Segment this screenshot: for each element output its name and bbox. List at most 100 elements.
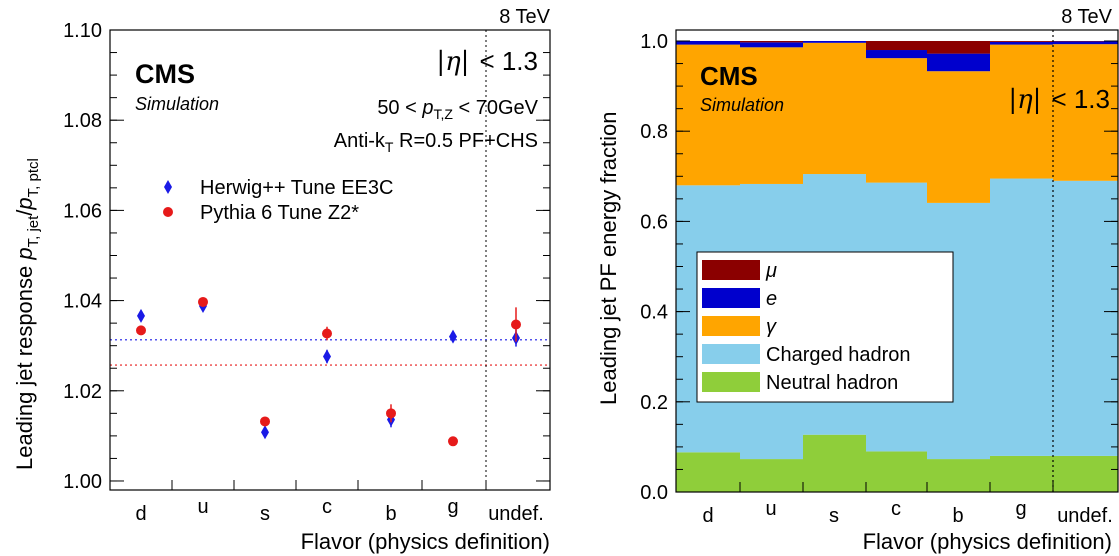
left-reference-lines <box>110 339 550 366</box>
right-legend: μeγ Charged hadron Neutral hadron <box>696 251 954 403</box>
bar-segment <box>676 452 740 492</box>
bar-segment <box>866 50 927 59</box>
left-plot-frame <box>109 29 551 491</box>
x-tick-label: d <box>135 503 146 525</box>
left-data-points <box>136 296 521 447</box>
data-point-herwig <box>449 329 457 344</box>
bar-segment <box>927 53 990 72</box>
bar-segment <box>803 42 866 175</box>
y-tick-label: 0.0 <box>640 482 668 504</box>
legend-swatch <box>702 372 760 392</box>
right-simulation-label: Simulation <box>700 95 784 115</box>
y-tick-label: 1.00 <box>63 471 102 493</box>
bar-segment <box>990 455 1053 492</box>
bar-segment <box>803 434 866 492</box>
bar-segment <box>1053 41 1118 45</box>
left-y-axis: 1.00 1.02 1.04 1.06 1.08 1.10 <box>63 20 550 493</box>
data-point-pythia <box>136 325 146 336</box>
bar-segment <box>740 41 803 43</box>
x-tick-label: u <box>765 498 776 520</box>
left-eta-label: |η| < 1.3 <box>436 46 538 77</box>
x-tick-label: s <box>260 503 270 525</box>
legend-swatch <box>702 260 760 280</box>
bar-segment <box>927 41 990 54</box>
x-tick-label: c <box>891 498 901 520</box>
y-tick-label: 1.02 <box>63 381 102 403</box>
data-point-herwig <box>261 425 269 440</box>
legend-herwig-label: Herwig++ Tune EE3C <box>200 177 393 199</box>
legend-swatch <box>702 316 760 336</box>
y-tick-label: 0.4 <box>640 302 668 324</box>
data-point-pythia <box>511 319 521 330</box>
left-x-axis: d u s c b g undef. <box>109 480 551 525</box>
bar-segment <box>990 41 1053 42</box>
right-y-axis: 0.0 0.2 0.4 0.6 0.8 1.0 <box>640 31 1118 504</box>
bar-segment <box>676 44 740 186</box>
data-point-pythia <box>322 328 332 339</box>
bar-segment <box>866 451 927 492</box>
right-stacked-bars <box>676 41 1118 492</box>
data-point-herwig <box>323 349 331 364</box>
left-algo-label: Anti-kT R=0.5 PF+CHS <box>334 130 538 155</box>
x-tick-label: g <box>1015 498 1026 520</box>
y-tick-label: 0.6 <box>640 211 668 233</box>
legend-pythia-label: Pythia 6 Tune Z2* <box>200 202 359 224</box>
x-tick-label: b <box>952 505 963 527</box>
x-tick-label: undef. <box>488 503 544 525</box>
legend-swatch <box>702 288 760 308</box>
x-tick-label: b <box>385 503 396 525</box>
y-tick-label: 0.2 <box>640 392 668 414</box>
bar-segment <box>740 47 803 184</box>
legend-label: γ <box>766 316 777 338</box>
y-tick-label: 1.06 <box>63 200 102 222</box>
pf-fraction-chart: 0.0 0.2 0.4 0.6 0.8 1.0 d u s c b g undef. 8 TeV CM… <box>596 6 1119 554</box>
bar-segment <box>676 41 740 45</box>
bar-segment <box>803 41 866 43</box>
x-tick-label: d <box>702 505 713 527</box>
y-tick-label: 0.8 <box>640 121 668 143</box>
legend-label: e <box>766 288 777 310</box>
legend-label: Neutral hadron <box>766 372 898 394</box>
x-tick-label: g <box>447 496 458 518</box>
data-point-pythia <box>260 416 270 427</box>
bar-segment <box>990 44 1053 179</box>
bar-segment <box>990 178 1053 456</box>
bar-segment <box>990 41 1053 45</box>
right-eta-label: |η| < 1.3 <box>1008 84 1110 115</box>
x-tick-label: undef. <box>1057 505 1113 527</box>
bar-segment <box>866 41 927 51</box>
legend-label: μ <box>765 260 777 282</box>
legend-swatch <box>702 344 760 364</box>
left-x-axis-label: Flavor (physics definition) <box>301 529 550 554</box>
bar-segment <box>1053 455 1118 492</box>
left-simulation-label: Simulation <box>135 94 219 114</box>
bar-segment <box>866 58 927 183</box>
bar-segment <box>1053 180 1118 456</box>
right-x-axis-label: Flavor (physics definition) <box>863 529 1112 554</box>
left-energy-label: 8 TeV <box>499 6 550 28</box>
bar-segment <box>927 459 990 492</box>
data-point-herwig <box>137 308 145 323</box>
y-tick-label: 1.08 <box>63 110 102 132</box>
data-point-pythia <box>448 436 458 447</box>
right-y-axis-label: Leading jet PF energy fraction <box>596 111 621 405</box>
legend-herwig-marker <box>164 180 172 194</box>
bar-segment <box>740 459 803 492</box>
left-pt-label: 50 < pT,Z < 70GeV <box>377 97 538 122</box>
left-cms-label: CMS <box>135 59 195 89</box>
x-tick-label: s <box>829 505 839 527</box>
legend-pythia-marker <box>163 207 173 217</box>
x-tick-label: c <box>322 496 332 518</box>
left-legend: Herwig++ Tune EE3C Pythia 6 Tune Z2* <box>163 177 393 224</box>
right-plot-frame <box>675 29 1119 493</box>
right-energy-label: 8 TeV <box>1061 6 1112 28</box>
data-point-pythia <box>198 296 208 307</box>
left-y-axis-label: Leading jet response pT, jet/pT, ptcl <box>12 158 42 470</box>
x-tick-label: u <box>197 496 208 518</box>
bar-segment <box>927 71 990 203</box>
y-tick-label: 1.0 <box>640 31 668 53</box>
data-point-pythia <box>386 408 396 419</box>
bar-segment <box>1053 44 1118 181</box>
bar-segment <box>740 42 803 48</box>
